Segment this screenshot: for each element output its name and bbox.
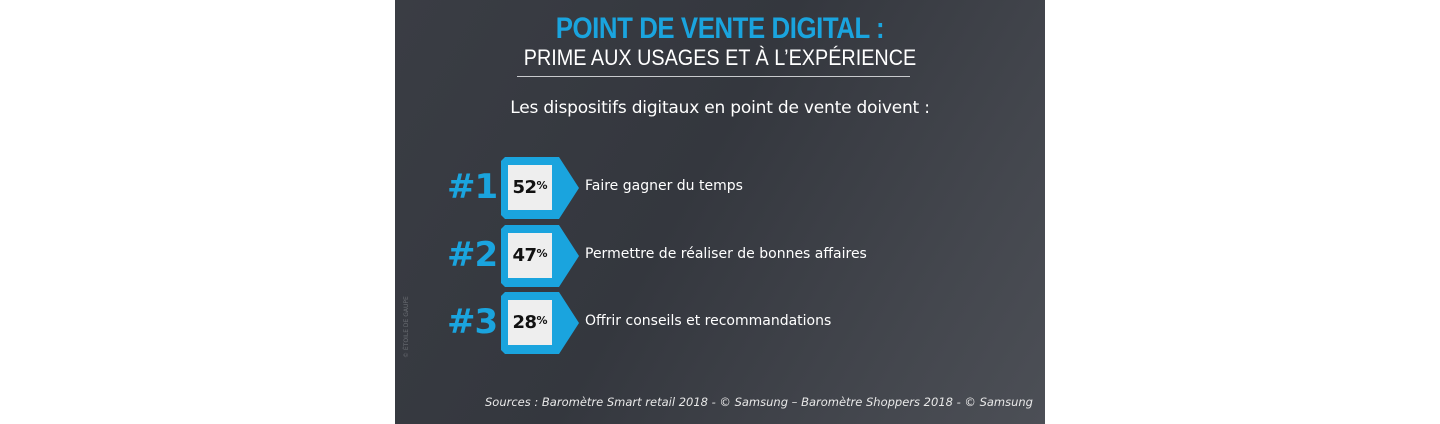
page-title: POINT DE VENTE DIGITAL : xyxy=(555,12,885,45)
rank-label: #1 xyxy=(447,167,498,207)
percent-badge: 28% xyxy=(501,292,581,354)
ranking-label: Faire gagner du temps xyxy=(585,178,743,194)
percent-value: 47% xyxy=(512,245,548,266)
badge-arrow-shape xyxy=(501,292,579,354)
badge-arrow-shape xyxy=(501,225,579,287)
rank-label: #3 xyxy=(447,302,498,342)
infographic-panel: POINT DE VENTE DIGITAL : PRIME AUX USAGE… xyxy=(395,0,1045,424)
ranking-label: Offrir conseils et recommandations xyxy=(585,313,832,329)
sources-footnote: Sources : Baromètre Smart retail 2018 - … xyxy=(484,395,1033,409)
title-divider xyxy=(517,76,910,77)
ranking-item-3: #3 28% Offrir conseils et recommandation… xyxy=(395,292,1045,354)
intro-text: Les dispositifs digitaux en point de ven… xyxy=(510,98,930,118)
ranking-item-2: #2 47% Permettre de réaliser de bonnes a… xyxy=(395,225,1045,287)
page-subtitle: PRIME AUX USAGES ET À L’EXPÉRIENCE xyxy=(523,45,917,70)
ranking-label: Permettre de réaliser de bonnes affaires xyxy=(585,246,867,262)
percent-value: 28% xyxy=(512,312,548,333)
rank-label: #2 xyxy=(447,235,498,275)
percent-badge: 47% xyxy=(501,225,581,287)
percent-badge: 52% xyxy=(501,157,581,219)
ranking-item-1: #1 52% Faire gagner du temps xyxy=(395,157,1045,219)
badge-arrow-shape xyxy=(501,157,579,219)
percent-value: 52% xyxy=(512,177,548,198)
image-credit: © ÉTOILE DE GAUPE xyxy=(403,296,410,358)
